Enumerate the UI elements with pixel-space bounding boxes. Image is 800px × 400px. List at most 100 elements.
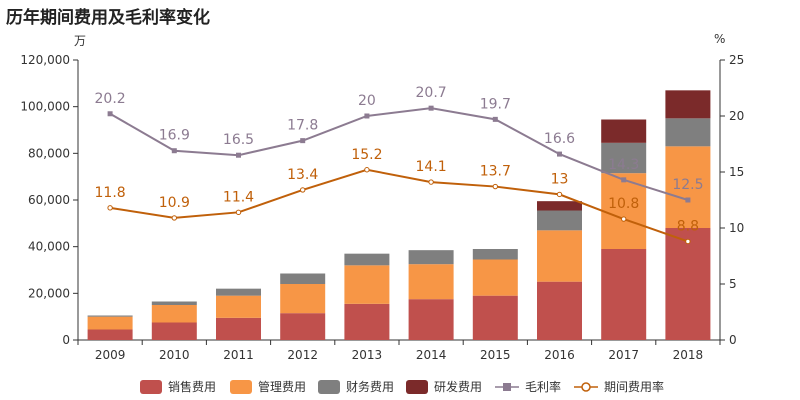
bar-segment <box>216 317 261 340</box>
right-axis-tick-label: 10 <box>729 221 744 235</box>
bar-segment <box>408 250 454 265</box>
bar-segment <box>537 281 582 340</box>
data-label: 19.7 <box>480 96 511 112</box>
legend-marker <box>581 382 591 392</box>
bar-segment <box>537 210 582 231</box>
series-line <box>109 168 689 243</box>
bar-segment <box>280 313 326 340</box>
x-axis-tick-label: 2014 <box>416 348 447 362</box>
data-point <box>107 111 113 117</box>
x-axis-tick-label: 2016 <box>544 348 575 362</box>
x-axis-tick-label: 2017 <box>608 348 639 362</box>
data-label: 17.8 <box>287 118 318 134</box>
bar-segment <box>151 322 197 340</box>
bar-segment <box>665 118 711 147</box>
legend-marker <box>503 383 511 391</box>
data-label: 10.8 <box>608 196 639 212</box>
bar-segment <box>408 264 454 300</box>
bar-segment <box>601 173 647 249</box>
x-axis-tick-label: 2010 <box>159 348 190 362</box>
bar-segment <box>344 253 390 266</box>
bar-segment <box>280 273 326 284</box>
right-axis-tick-label: 15 <box>729 165 744 179</box>
x-axis-tick-label: 2012 <box>287 348 318 362</box>
line-series: 20.2 16.9 16.5 17.8 20 20.7 19.7 16.6 14.3 12.5 <box>95 85 703 203</box>
left-axis-tick-label: 120,000 <box>20 53 70 67</box>
chart-title: 历年期间费用及毛利率变化 <box>6 8 210 28</box>
bar-segment <box>151 305 197 323</box>
legend-swatch <box>318 380 340 394</box>
bar-segment <box>87 315 133 317</box>
bar-segment <box>665 228 711 340</box>
data-point <box>364 113 370 119</box>
legend-swatch <box>406 380 428 394</box>
left-axis-tick-label: 40,000 <box>28 240 70 254</box>
bar-segment <box>537 201 582 211</box>
bar-segment <box>472 295 518 340</box>
x-axis-tick-label: 2013 <box>352 348 383 362</box>
bar-segment <box>665 146 711 228</box>
data-point <box>171 148 177 154</box>
bar-segment <box>280 284 326 314</box>
bar-segment <box>216 295 261 318</box>
data-point <box>171 215 178 221</box>
bar-segment <box>87 316 133 330</box>
data-point <box>685 197 691 203</box>
data-point <box>621 177 627 183</box>
bar-segment <box>665 90 711 119</box>
legend-item: 管理费用 <box>230 379 306 394</box>
x-axis-tick-label: 2011 <box>223 348 254 362</box>
legend-item: 财务费用 <box>318 379 394 394</box>
data-point <box>492 183 498 190</box>
x-axis-tick-label: 2018 <box>673 348 704 362</box>
legend-item: 期间费用率 <box>574 379 664 394</box>
data-label: 16.6 <box>544 131 575 147</box>
data-point <box>428 105 434 111</box>
bar-segment <box>472 249 518 260</box>
legend-label: 管理费用 <box>258 379 306 394</box>
data-label: 16.5 <box>223 132 254 148</box>
data-label: 13 <box>551 171 569 187</box>
bar-segment <box>537 230 582 282</box>
data-label: 14.3 <box>608 157 639 173</box>
legend-label: 销售费用 <box>168 379 216 394</box>
left-axis-tick-label: 100,000 <box>20 100 70 114</box>
data-label: 11.8 <box>95 185 126 201</box>
data-label: 11.4 <box>223 189 254 205</box>
data-label: 20.7 <box>416 85 447 101</box>
bar-segment <box>601 249 647 340</box>
left-axis-tick-label: 60,000 <box>28 193 70 207</box>
bar-segment <box>408 299 454 340</box>
legend-item: 销售费用 <box>140 379 216 394</box>
data-point <box>364 167 370 173</box>
data-label: 10.9 <box>159 195 190 211</box>
bar-segment <box>216 288 261 296</box>
x-axis-tick-label: 2009 <box>95 348 126 362</box>
bar-segment <box>344 303 390 340</box>
bar-segment <box>601 142 647 174</box>
bar-segment <box>344 265 390 304</box>
series-line <box>109 107 689 201</box>
left-axis-tick-label: 0 <box>62 333 70 347</box>
data-label: 20.2 <box>95 91 126 107</box>
bar-segment <box>472 259 518 296</box>
data-label: 15.2 <box>351 147 382 163</box>
right-axis-unit: % <box>714 32 726 46</box>
legend-swatch <box>230 380 252 394</box>
right-axis-tick-label: 25 <box>729 53 744 67</box>
legend-label: 财务费用 <box>346 379 394 394</box>
data-point <box>300 138 306 144</box>
data-label: 13.4 <box>287 167 318 183</box>
data-point <box>428 179 434 185</box>
plot-area: 0 20,000 40,000 60,000 80,000 100,000 120,000 0… <box>20 53 744 362</box>
bar-segment <box>151 301 197 305</box>
data-label: 8.8 <box>677 218 699 234</box>
data-point <box>557 151 562 157</box>
legend-swatch <box>140 380 162 394</box>
right-axis-tick-label: 5 <box>729 277 737 291</box>
left-axis-tick-label: 80,000 <box>28 146 70 160</box>
bar-segment <box>601 119 647 143</box>
data-label: 13.7 <box>480 164 511 180</box>
legend-label: 毛利率 <box>525 379 561 394</box>
